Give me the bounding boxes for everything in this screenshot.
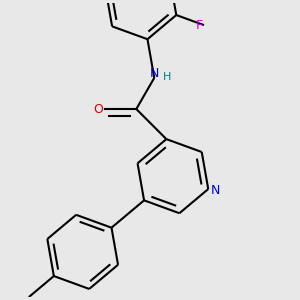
Text: N: N: [150, 68, 159, 80]
Text: H: H: [163, 72, 171, 82]
Text: O: O: [93, 103, 103, 116]
Text: N: N: [211, 184, 220, 197]
Text: F: F: [196, 19, 202, 32]
